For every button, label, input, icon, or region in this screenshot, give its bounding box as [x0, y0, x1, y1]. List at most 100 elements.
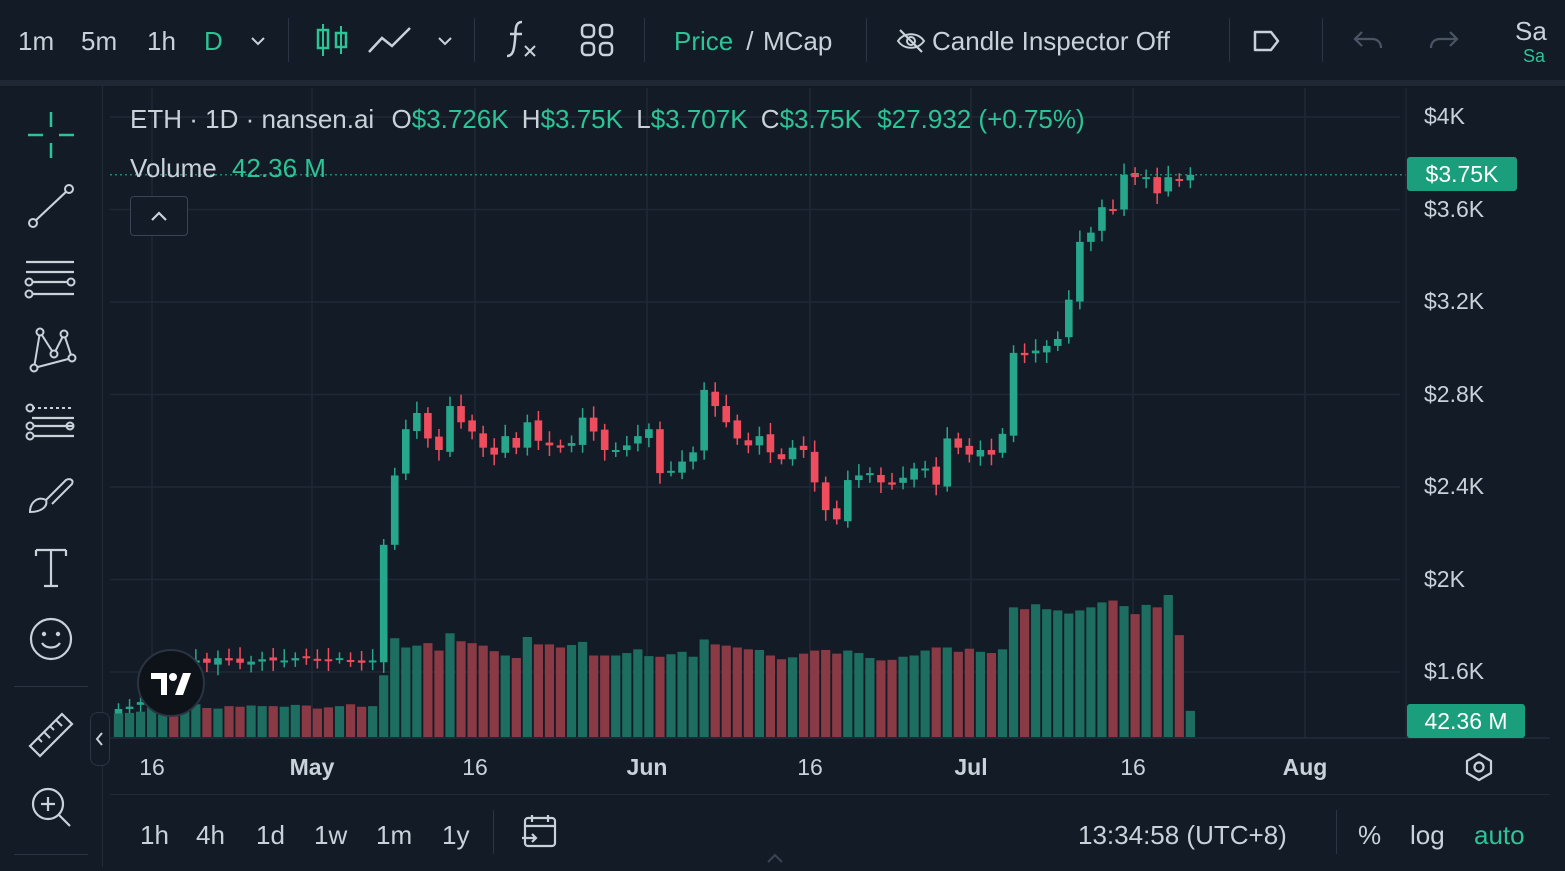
volume-bar: [169, 704, 179, 737]
indicators-icon[interactable]: [504, 18, 540, 67]
range-1m[interactable]: 1m: [376, 820, 413, 850]
interval-5m[interactable]: 5m: [81, 26, 118, 56]
line-chart-icon[interactable]: [366, 22, 414, 63]
go-to-date-icon[interactable]: [520, 812, 560, 857]
settings-icon[interactable]: [1462, 750, 1496, 789]
volume-bar: [975, 651, 985, 737]
pattern-icon[interactable]: [24, 322, 78, 376]
candle-body: [722, 406, 731, 423]
percent-toggle[interactable]: %: [1358, 820, 1382, 850]
tag-icon[interactable]: [1252, 27, 1282, 60]
volume-bar: [931, 647, 941, 737]
ruler-icon[interactable]: [24, 708, 78, 762]
log-toggle[interactable]: log: [1410, 820, 1445, 850]
volume-bar: [224, 706, 234, 737]
undo-icon[interactable]: [1352, 28, 1384, 59]
legend-collapse-button[interactable]: [130, 196, 188, 236]
volume-bar: [997, 649, 1008, 737]
candle-body: [877, 474, 885, 483]
candle-body: [214, 658, 222, 665]
candle-body: [225, 658, 233, 661]
candle-body: [844, 480, 852, 522]
chevron-down-icon[interactable]: [247, 30, 269, 57]
candle-body: [313, 658, 322, 661]
candle-body: [1153, 177, 1161, 194]
volume-bar: [1042, 609, 1052, 737]
crosshair-icon[interactable]: [24, 108, 78, 162]
candle-body: [943, 438, 952, 487]
sidebar-collapse-handle[interactable]: [90, 712, 110, 766]
candle-body: [269, 657, 277, 661]
bottom-divider: [493, 810, 494, 854]
candle-body: [1175, 178, 1184, 181]
range-1w[interactable]: 1w: [314, 820, 348, 850]
toolbar-divider: [474, 18, 475, 62]
volume-bar: [953, 651, 963, 737]
candle-body: [1109, 209, 1117, 212]
candle-body: [424, 413, 432, 439]
price-toggle[interactable]: Price: [674, 26, 734, 56]
text-icon[interactable]: [24, 540, 78, 594]
auto-toggle[interactable]: auto: [1474, 820, 1525, 850]
candle-body: [413, 413, 421, 432]
candle-body: [932, 466, 940, 485]
mcap-toggle[interactable]: MCap: [763, 26, 833, 56]
interval-d[interactable]: D: [204, 26, 223, 56]
volume-bar: [666, 654, 676, 737]
time-tick-label: 16: [1120, 754, 1146, 780]
candles-icon[interactable]: [314, 20, 350, 65]
projection-icon[interactable]: [24, 396, 78, 450]
volume-bar: [1097, 602, 1107, 737]
volume-bar: [1008, 607, 1019, 737]
volume-bar: [909, 655, 919, 737]
range-4h[interactable]: 4h: [196, 820, 225, 850]
close-value: $3.75K: [779, 104, 862, 134]
candle-body: [435, 436, 443, 450]
save-button[interactable]: Sa: [1515, 16, 1547, 46]
volume-bar: [279, 706, 289, 737]
candle-inspector-toggle[interactable]: Candle Inspector Off: [932, 26, 1170, 56]
redo-icon[interactable]: [1428, 28, 1460, 59]
range-1h[interactable]: 1h: [140, 820, 169, 850]
candle-body: [512, 437, 521, 448]
volume-bar: [434, 650, 444, 737]
candle-body: [1065, 299, 1073, 338]
volume-bar: [1086, 607, 1096, 737]
range-1d[interactable]: 1d: [256, 820, 285, 850]
right-scrollbar[interactable]: [1553, 86, 1565, 867]
candle-body: [866, 473, 874, 476]
toolbar-divider: [644, 18, 645, 62]
interval-1h[interactable]: 1h: [147, 26, 176, 56]
brush-icon[interactable]: [24, 470, 78, 524]
volume-bar: [323, 707, 334, 737]
volume-bar: [478, 645, 488, 737]
candle-body: [855, 475, 863, 481]
interval-1m[interactable]: 1m: [18, 26, 55, 56]
chevron-up-icon[interactable]: [764, 850, 786, 871]
volume-bar: [357, 706, 367, 737]
candle-body: [1042, 345, 1051, 353]
emoji-icon[interactable]: [24, 612, 78, 666]
price-mcap-separator: /: [739, 26, 761, 56]
candle-body: [534, 420, 543, 441]
tradingview-logo[interactable]: [137, 649, 205, 717]
save-sub-label: Sa: [1523, 46, 1546, 66]
candle-body: [998, 433, 1007, 453]
volume-bar: [390, 638, 400, 737]
toolbar-divider: [1229, 18, 1230, 62]
volume-bar: [920, 650, 930, 737]
volume-bar: [699, 639, 709, 737]
fib-lines-icon[interactable]: [24, 250, 78, 304]
price-chart[interactable]: [110, 88, 1550, 796]
trend-line-icon[interactable]: [24, 180, 78, 234]
volume-bar: [1185, 710, 1195, 737]
volume-bar: [544, 644, 555, 737]
volume-bar: [1108, 600, 1118, 737]
volume-bar: [533, 644, 543, 737]
chevron-down-icon[interactable]: [434, 30, 456, 57]
zoom-in-icon[interactable]: [24, 780, 78, 834]
clock-timezone[interactable]: 13:34:58 (UTC+8): [1078, 820, 1287, 850]
eye-off-icon[interactable]: [896, 26, 926, 61]
range-1y[interactable]: 1y: [442, 820, 470, 850]
layout-grid-icon[interactable]: [580, 23, 614, 62]
